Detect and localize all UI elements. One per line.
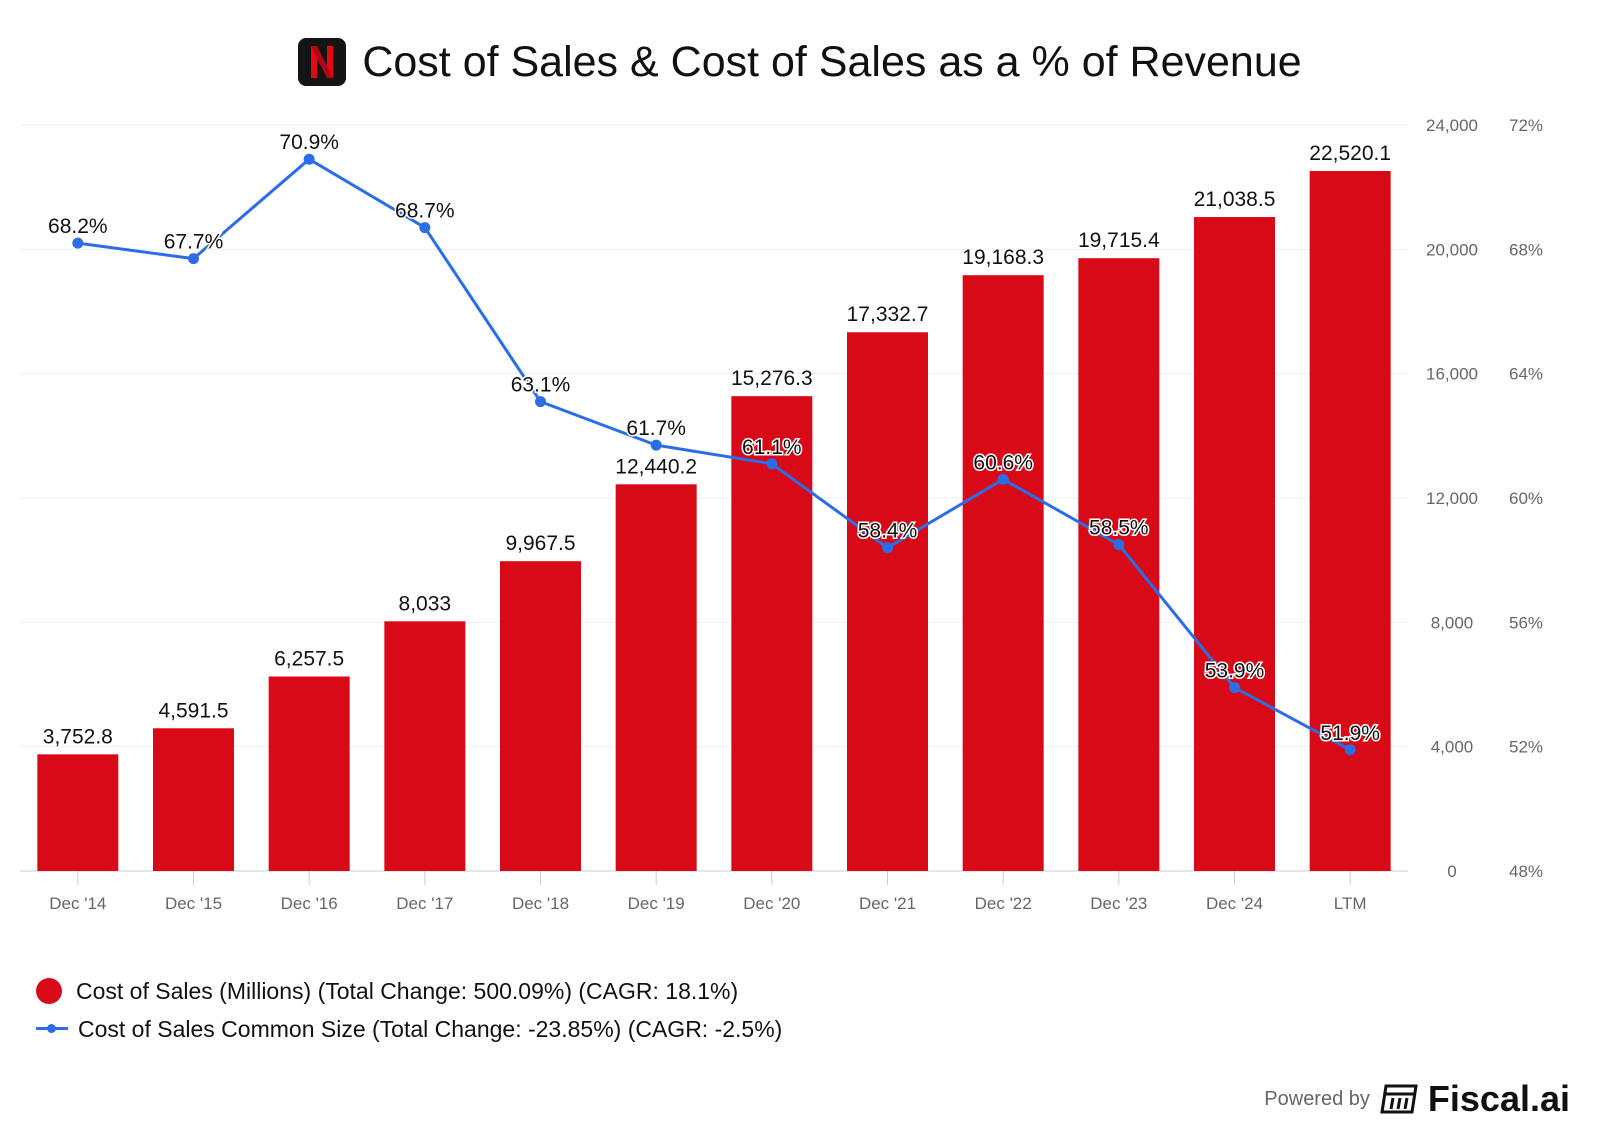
y-right-tick-label: 68% (1509, 240, 1543, 259)
y-right-tick-label: 60% (1509, 489, 1543, 508)
x-tick-label: Dec '20 (743, 894, 800, 913)
chart-area: 0 4,000 8,000 12,000 16,000 20,000 24,000 48% 52… (20, 116, 1543, 913)
y-right-tick-label: 52% (1509, 738, 1543, 757)
bar (268, 676, 350, 871)
x-tick-label: Dec '14 (49, 894, 106, 913)
line-value-label: 53.9% (1205, 660, 1265, 683)
legend-label-cost-of-sales: Cost of Sales (Millions) (Total Change: … (76, 977, 739, 1004)
line-value-label: 61.1% (742, 436, 802, 459)
bar-value-label: 17,332.7 (847, 303, 929, 326)
line-series (77, 157, 1351, 752)
powered-by-text: Powered by (1264, 1087, 1370, 1110)
bar-value-label: 22,520.1 (1309, 142, 1391, 165)
legend-bar-swatch (36, 978, 62, 1004)
line-value-label: 68.2% (48, 215, 108, 238)
line-point (535, 396, 546, 408)
y-left-tick-label: 4,000 (1431, 738, 1474, 757)
x-tick-label: Dec '24 (1206, 894, 1263, 913)
x-tick-label: Dec '22 (975, 894, 1032, 913)
bar (962, 275, 1044, 872)
chart-title: Cost of Sales & Cost of Sales as a % of … (362, 37, 1302, 86)
line-point (997, 473, 1009, 485)
line-point (650, 439, 662, 451)
bar-value-label: 12,440.2 (615, 455, 697, 478)
bar-value-label: 6,257.5 (274, 647, 344, 670)
y-left-tick-label: 12,000 (1426, 489, 1478, 508)
line-value-label: 58.4% (858, 520, 918, 543)
bar (615, 484, 697, 871)
line-point (419, 222, 431, 234)
line-point (188, 253, 199, 265)
line-point (303, 153, 315, 165)
bar (1309, 171, 1391, 871)
legend-item-common-size[interactable]: Cost of Sales Common Size (Total Change:… (36, 1010, 782, 1048)
bar (1194, 217, 1275, 872)
y-right-tick-label: 72% (1509, 116, 1543, 135)
line-value-label: 58.5% (1089, 517, 1149, 540)
line-value-label: 68.7% (395, 200, 455, 223)
y-left-tick-label: 20,000 (1426, 240, 1478, 259)
fiscal-brand: Fiscal.ai (1427, 1078, 1570, 1119)
legend: Cost of Sales (Millions) (Total Change: … (36, 972, 782, 1048)
bar (731, 396, 813, 871)
y-right-tick-label: 56% (1509, 613, 1543, 632)
netflix-n-icon (311, 46, 334, 78)
x-tick-label: Dec '23 (1090, 894, 1147, 913)
line-point (72, 237, 84, 249)
line-value-label: 60.6% (973, 451, 1033, 474)
line-point (766, 458, 778, 470)
line-value-label: 63.1% (511, 374, 571, 397)
y-left-tick-label: 0 (1447, 862, 1456, 881)
y-left-tick-label: 16,000 (1426, 365, 1478, 384)
line-point (1113, 539, 1125, 551)
chart-header: Cost of Sales & Cost of Sales as a % of … (0, 34, 1600, 90)
bar-value-label: 4,591.5 (158, 699, 228, 722)
bar (37, 754, 119, 871)
bar (384, 621, 466, 871)
bar (847, 332, 928, 871)
x-tick-label: Dec '18 (512, 894, 569, 913)
legend-line-swatch (36, 1016, 68, 1042)
fiscal-logo-icon (1380, 1084, 1418, 1114)
footer: Powered by Fiscal.ai (1264, 1078, 1570, 1120)
netflix-logo (298, 38, 347, 86)
x-tick-label: Dec '15 (165, 894, 222, 913)
line-value-label: 61.7% (626, 417, 686, 440)
bar-value-label: 19,715.4 (1078, 229, 1160, 252)
y-right-tick-label: 64% (1509, 365, 1543, 384)
y-left-tick-label: 24,000 (1426, 116, 1478, 135)
x-tick-label: Dec '21 (859, 894, 916, 913)
line-point (1344, 744, 1356, 756)
bar-value-label: 15,276.3 (731, 367, 813, 390)
line-value-label: 67.7% (164, 231, 224, 254)
bar (153, 728, 234, 871)
x-tick-label: Dec '16 (281, 894, 338, 913)
y-left-tick-label: 8,000 (1431, 613, 1474, 632)
bar (1078, 258, 1160, 871)
x-tick-label: Dec '17 (396, 894, 453, 913)
line-point (882, 542, 893, 554)
y-right-tick-label: 48% (1509, 862, 1543, 881)
legend-label-common-size: Cost of Sales Common Size (Total Change:… (78, 1015, 783, 1042)
bar-value-label: 9,967.5 (505, 532, 575, 555)
legend-item-cost-of-sales[interactable]: Cost of Sales (Millions) (Total Change: … (36, 972, 782, 1010)
line-point (1229, 682, 1240, 694)
bar-value-label: 3,752.8 (43, 725, 113, 748)
bar-value-label: 21,038.5 (1194, 188, 1276, 211)
line-value-label: 51.9% (1320, 722, 1380, 745)
bar-value-label: 19,168.3 (962, 246, 1044, 269)
x-tick-label: LTM (1334, 894, 1367, 913)
bar-value-label: 8,033 (399, 592, 452, 615)
bar (500, 561, 581, 871)
x-tick-label: Dec '19 (628, 894, 685, 913)
line-value-label: 70.9% (279, 131, 339, 154)
